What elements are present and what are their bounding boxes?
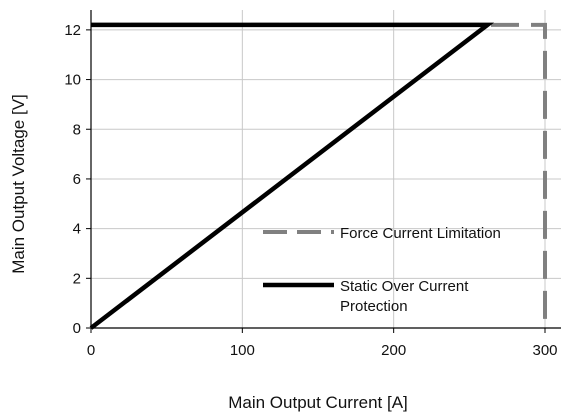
x-tick-label-1: 100 — [230, 342, 255, 359]
ticks-layer: 0 2 4 6 8 10 12 0 100 200 300 — [64, 22, 557, 359]
y-tick-label-6: 12 — [64, 22, 81, 39]
x-tick-label-0: 0 — [87, 342, 95, 359]
series-layer — [89, 22, 547, 330]
grid-layer — [90, 10, 561, 329]
legend-label-0-line-0: Force Current Limitation — [340, 225, 501, 242]
legend-label-1-line-1: Protection — [340, 298, 408, 315]
x-tick-label-2: 200 — [381, 342, 406, 359]
y-tick-label-2: 4 — [73, 221, 81, 238]
y-tick-label-1: 2 — [73, 270, 81, 287]
y-axis-title: Main Output Voltage [V] — [9, 94, 28, 274]
x-tick-label-3: 300 — [532, 342, 557, 359]
legend-label-1-line-0: Static Over Current — [340, 278, 469, 295]
y-tick-label-0: 0 — [73, 320, 81, 337]
y-tick-label-4: 8 — [73, 121, 81, 138]
x-axis-title: Main Output Current [A] — [228, 393, 408, 412]
y-tick-label-3: 6 — [73, 171, 81, 188]
y-tick-label-5: 10 — [64, 72, 81, 89]
series-1-line — [89, 22, 495, 330]
legend: Force Current Limitation Static Over Curr… — [263, 225, 501, 315]
axes-layer — [90, 10, 561, 329]
series-0-line — [91, 22, 547, 328]
